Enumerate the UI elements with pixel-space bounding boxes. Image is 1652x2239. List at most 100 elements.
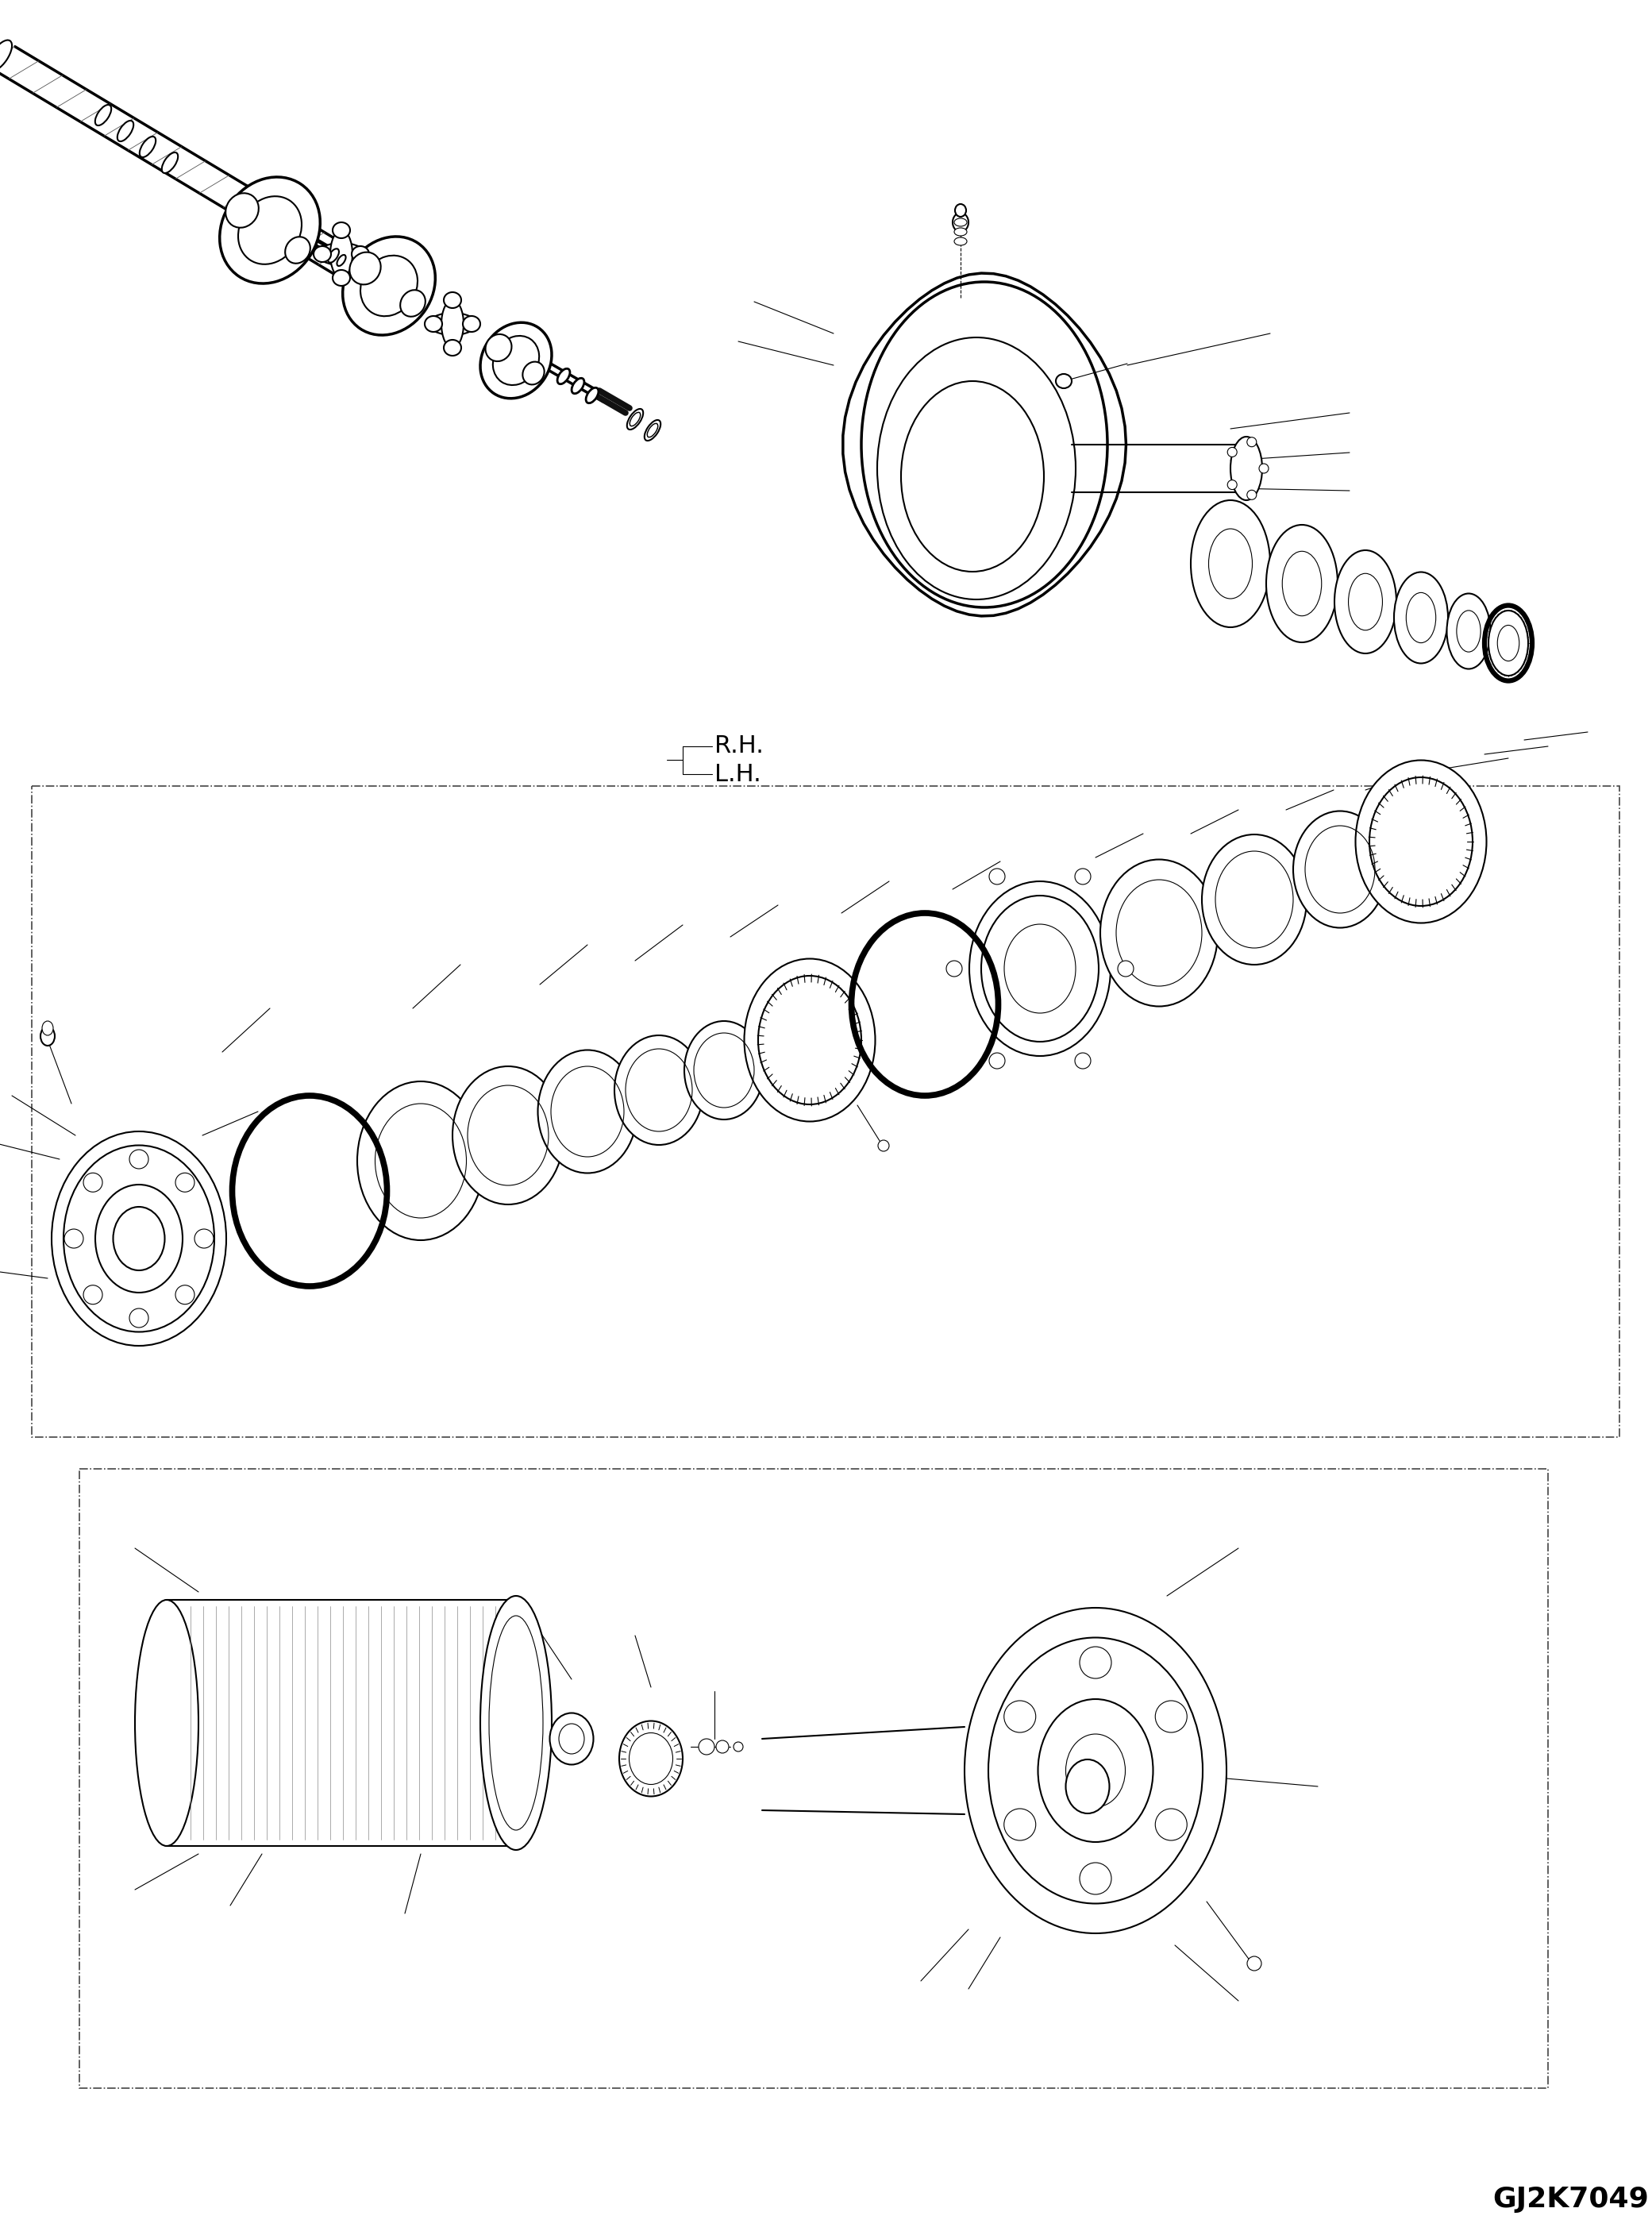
Ellipse shape: [1066, 1760, 1110, 1814]
Circle shape: [175, 1285, 195, 1305]
Ellipse shape: [1447, 593, 1490, 669]
Ellipse shape: [337, 255, 345, 266]
Ellipse shape: [970, 882, 1110, 1057]
Circle shape: [1118, 961, 1133, 976]
Circle shape: [1004, 1702, 1036, 1733]
Circle shape: [990, 1052, 1004, 1068]
Ellipse shape: [620, 1722, 682, 1796]
Ellipse shape: [1231, 437, 1262, 499]
Ellipse shape: [644, 421, 661, 441]
Ellipse shape: [317, 244, 365, 264]
Circle shape: [1004, 1809, 1036, 1840]
Circle shape: [1155, 1702, 1188, 1733]
Ellipse shape: [1294, 811, 1388, 927]
Ellipse shape: [139, 137, 155, 157]
Ellipse shape: [444, 291, 461, 309]
Ellipse shape: [1183, 893, 1194, 905]
Ellipse shape: [861, 282, 1107, 607]
Ellipse shape: [733, 1742, 743, 1751]
Ellipse shape: [877, 1140, 889, 1151]
Circle shape: [1075, 1052, 1090, 1068]
Ellipse shape: [226, 193, 259, 228]
Ellipse shape: [286, 237, 311, 264]
Circle shape: [175, 1173, 195, 1191]
Bar: [31, 786, 1619, 1437]
Ellipse shape: [1247, 490, 1257, 499]
Ellipse shape: [41, 1028, 55, 1046]
Circle shape: [83, 1173, 102, 1191]
Ellipse shape: [332, 271, 350, 287]
Ellipse shape: [550, 1713, 593, 1764]
Ellipse shape: [1394, 571, 1449, 663]
Ellipse shape: [400, 291, 425, 316]
Ellipse shape: [41, 1021, 53, 1034]
Ellipse shape: [955, 228, 966, 235]
Ellipse shape: [557, 369, 570, 385]
Ellipse shape: [1203, 835, 1307, 965]
Ellipse shape: [1265, 524, 1338, 643]
Ellipse shape: [486, 334, 512, 360]
Ellipse shape: [51, 1131, 226, 1346]
Text: GJ2K7049: GJ2K7049: [1492, 2185, 1649, 2212]
Circle shape: [990, 869, 1004, 884]
Ellipse shape: [220, 177, 320, 284]
Ellipse shape: [1335, 551, 1396, 654]
Ellipse shape: [955, 204, 966, 217]
Polygon shape: [843, 273, 1127, 616]
Ellipse shape: [965, 1608, 1226, 1932]
Ellipse shape: [492, 336, 539, 385]
Ellipse shape: [453, 1066, 563, 1205]
Circle shape: [64, 1229, 83, 1247]
Ellipse shape: [350, 253, 380, 284]
Circle shape: [129, 1149, 149, 1169]
Text: L.H.: L.H.: [714, 763, 762, 786]
Circle shape: [195, 1229, 213, 1247]
Ellipse shape: [715, 1740, 729, 1753]
Ellipse shape: [360, 255, 418, 316]
Ellipse shape: [117, 121, 134, 141]
Ellipse shape: [699, 1740, 714, 1755]
Ellipse shape: [955, 237, 966, 246]
Ellipse shape: [572, 378, 585, 394]
Circle shape: [1155, 1809, 1188, 1840]
Ellipse shape: [357, 1081, 484, 1240]
Ellipse shape: [162, 152, 178, 172]
Circle shape: [1075, 869, 1090, 884]
Ellipse shape: [425, 316, 443, 331]
Ellipse shape: [522, 363, 544, 385]
Ellipse shape: [327, 249, 339, 262]
Ellipse shape: [1227, 479, 1237, 490]
Circle shape: [1057, 374, 1070, 387]
Ellipse shape: [1488, 611, 1528, 676]
Ellipse shape: [352, 246, 368, 262]
Ellipse shape: [332, 222, 350, 237]
Circle shape: [1080, 1646, 1112, 1679]
Ellipse shape: [428, 313, 476, 336]
Circle shape: [83, 1285, 102, 1305]
Ellipse shape: [1100, 860, 1218, 1005]
Circle shape: [129, 1308, 149, 1328]
Circle shape: [1080, 1863, 1112, 1894]
Ellipse shape: [238, 197, 302, 264]
Ellipse shape: [444, 340, 461, 356]
Ellipse shape: [628, 410, 643, 430]
Ellipse shape: [745, 958, 876, 1122]
Ellipse shape: [481, 1596, 552, 1849]
Ellipse shape: [1247, 1957, 1262, 1970]
Ellipse shape: [441, 300, 464, 347]
Ellipse shape: [135, 1601, 198, 1845]
Circle shape: [947, 961, 961, 976]
Ellipse shape: [1227, 448, 1237, 457]
Ellipse shape: [330, 231, 352, 278]
Ellipse shape: [539, 1050, 638, 1173]
Bar: [79, 1469, 1548, 2089]
Ellipse shape: [314, 246, 330, 262]
Ellipse shape: [342, 237, 434, 336]
Text: R.H.: R.H.: [714, 734, 763, 757]
Ellipse shape: [615, 1034, 704, 1144]
Ellipse shape: [96, 105, 111, 125]
Ellipse shape: [1056, 374, 1072, 387]
Ellipse shape: [1356, 761, 1487, 922]
Ellipse shape: [463, 316, 481, 331]
Ellipse shape: [1191, 499, 1270, 627]
